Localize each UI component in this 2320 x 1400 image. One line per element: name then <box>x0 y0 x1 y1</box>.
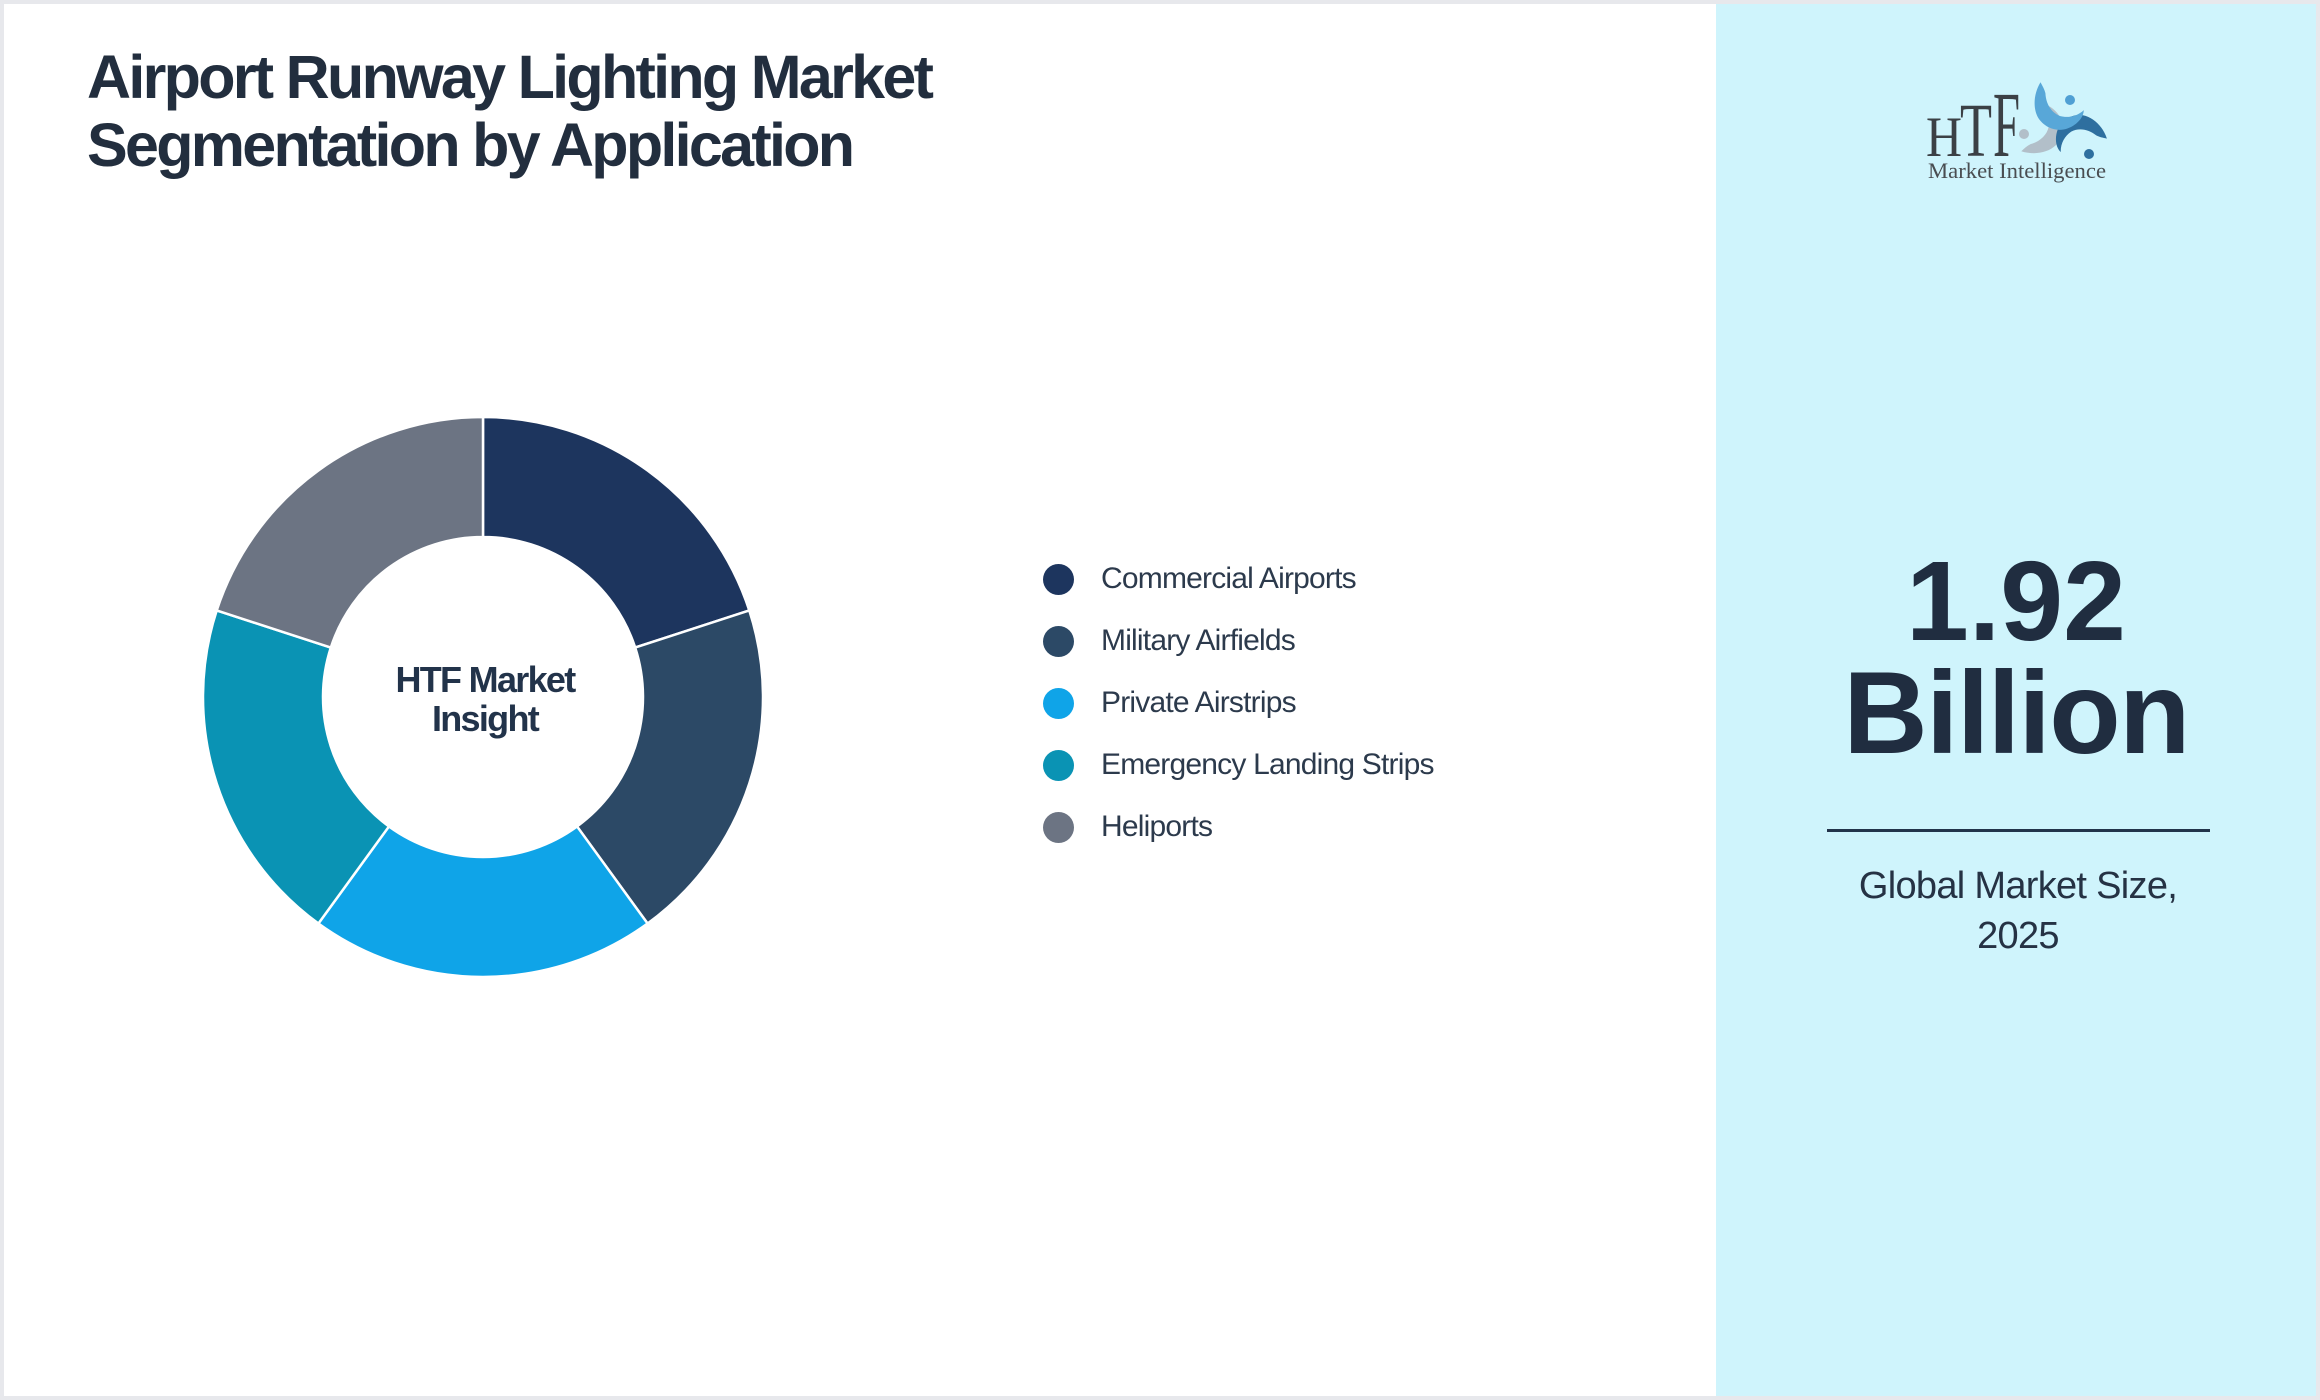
svg-text:T: T <box>1960 89 1992 173</box>
svg-text:Market Intelligence: Market Intelligence <box>1928 158 2106 183</box>
svg-text:F: F <box>1993 74 2020 177</box>
svg-text:H: H <box>1926 106 1962 169</box>
